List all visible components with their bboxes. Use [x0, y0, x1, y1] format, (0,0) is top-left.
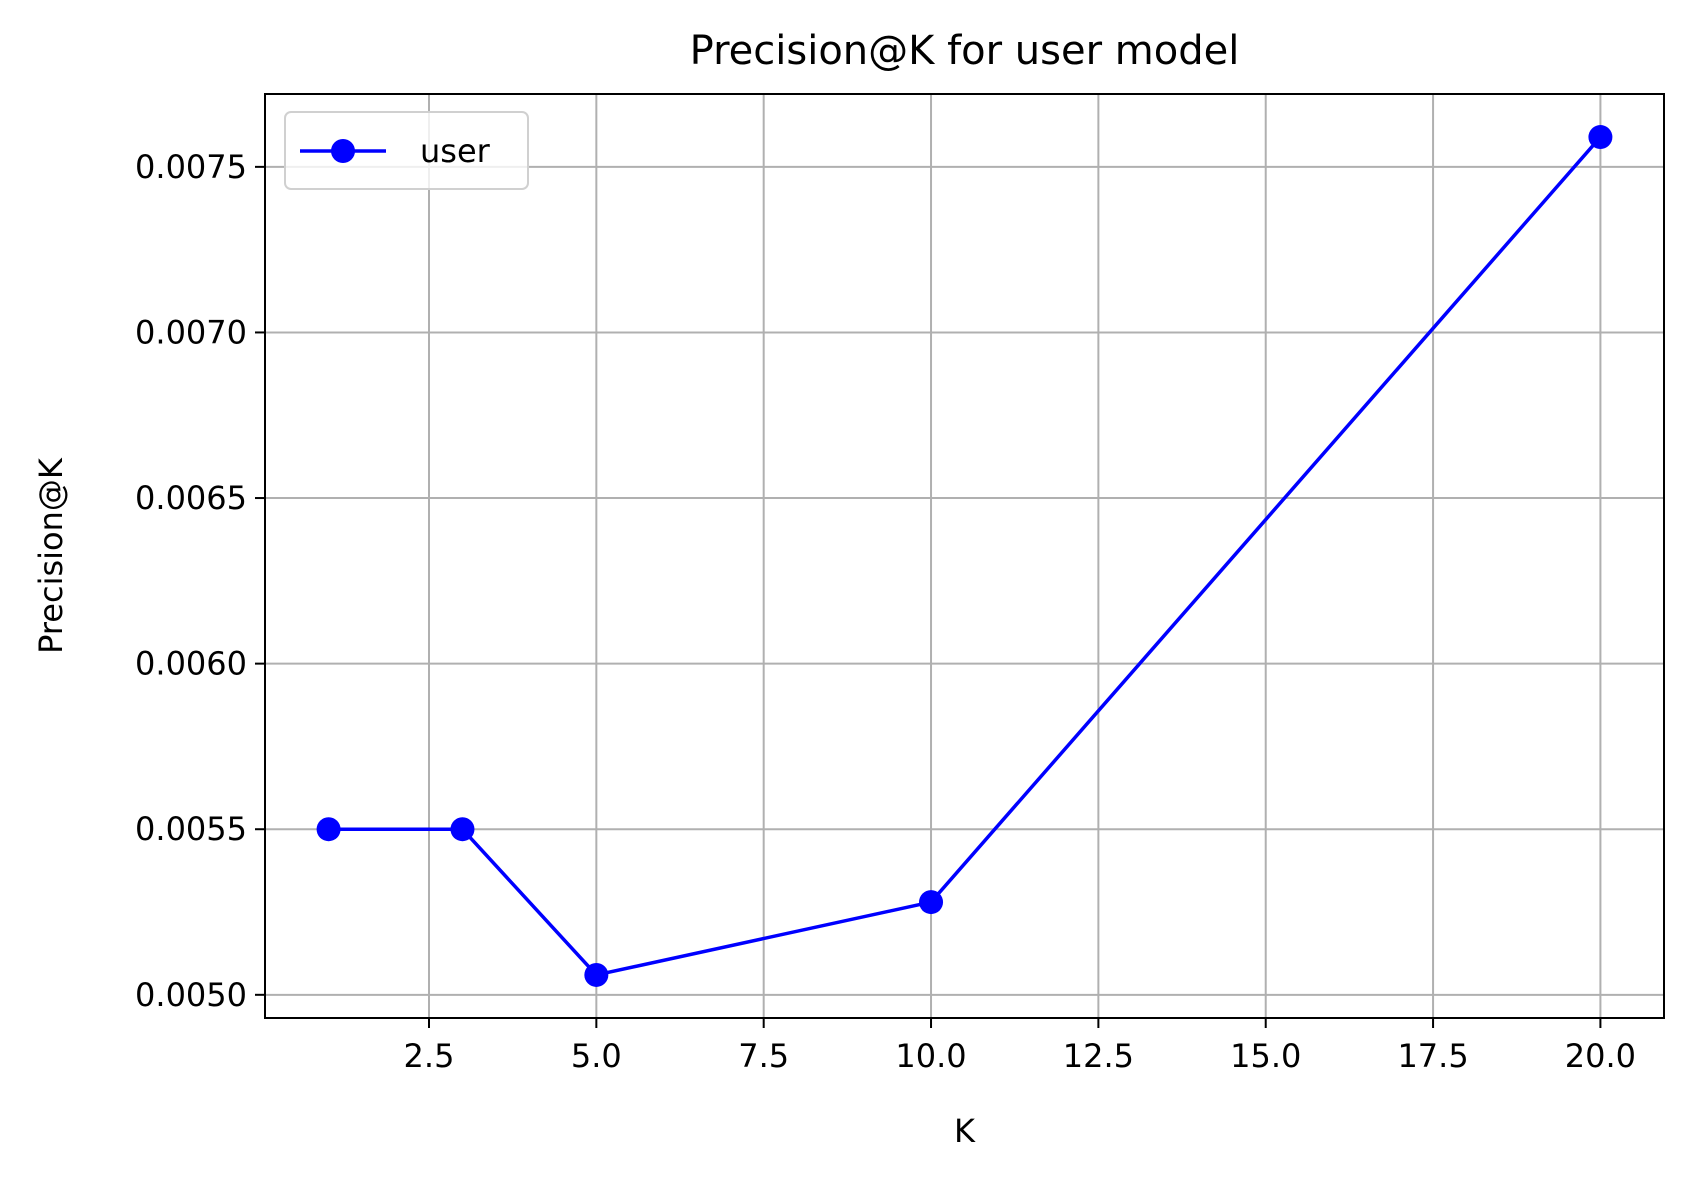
y-tick-label: 0.0050 [135, 976, 247, 1014]
data-point [1588, 125, 1613, 150]
legend-marker-swatch [331, 139, 355, 163]
legend-label: user [420, 132, 491, 170]
y-tick-label: 0.0070 [135, 313, 247, 351]
data-point [919, 890, 944, 915]
legend-box [284, 111, 529, 190]
y-tick-label: 0.0055 [135, 810, 247, 848]
y-tick-label: 0.0065 [135, 479, 247, 517]
x-tick-label: 15.0 [1230, 1037, 1301, 1075]
data-point [450, 817, 475, 842]
x-tick-label: 10.0 [895, 1037, 966, 1075]
x-tick-label: 12.5 [1063, 1037, 1134, 1075]
x-tick-label: 5.0 [571, 1037, 622, 1075]
legend: user [284, 111, 529, 190]
x-axis-label: K [954, 1112, 976, 1150]
chart-title: Precision@K for user model [690, 28, 1240, 74]
x-tick-label: 7.5 [738, 1037, 789, 1075]
x-tick-label: 2.5 [404, 1037, 455, 1075]
y-tick-label: 0.0075 [135, 148, 247, 186]
x-tick-label: 17.5 [1397, 1037, 1468, 1075]
y-tick-label: 0.0060 [135, 645, 247, 683]
y-axis-label: Precision@K [32, 457, 70, 654]
ticks: 2.5 5.0 7.5 10.0 12.5 15.0 17.5 20.0 0.0050 0.005… [135, 148, 1636, 1075]
data-point [584, 962, 609, 987]
x-tick-label: 20.0 [1565, 1037, 1636, 1075]
series-layer [316, 125, 1613, 987]
plot-frame [264, 93, 1665, 1019]
data-point [316, 817, 341, 842]
